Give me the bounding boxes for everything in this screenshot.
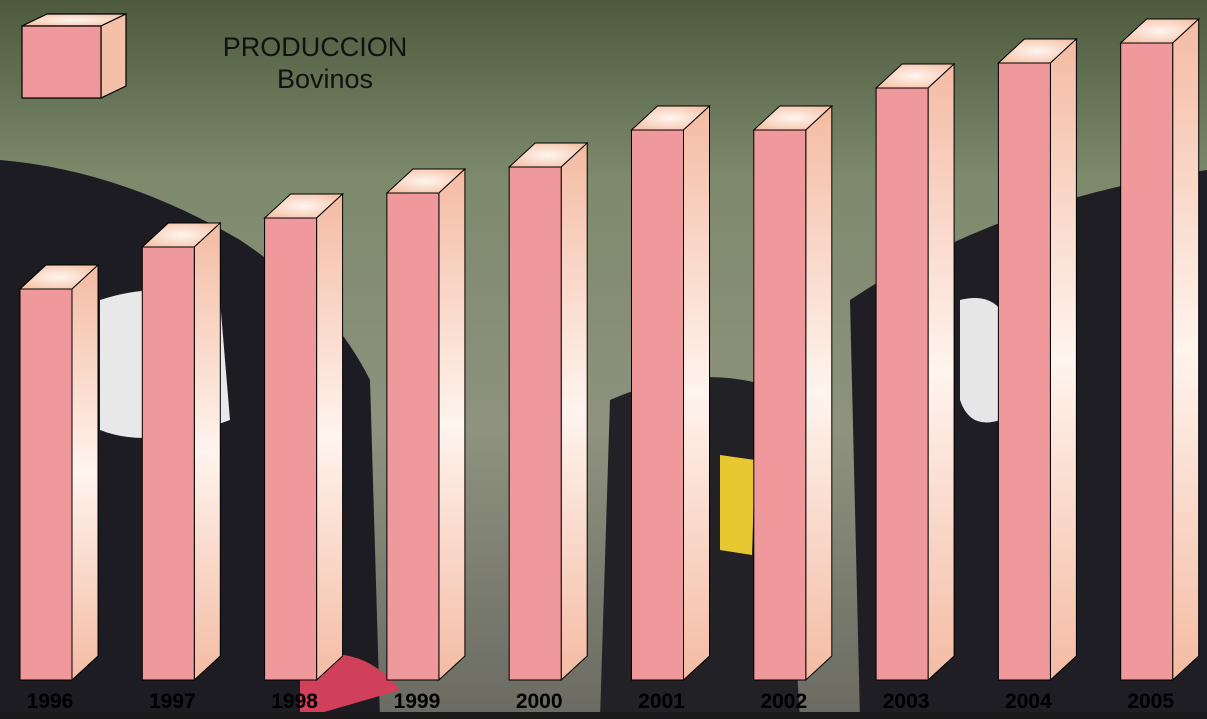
bar-side (560, 141, 588, 682)
x-tick-label: 1997 (149, 690, 196, 713)
bar-side (683, 104, 710, 682)
x-tick-label: 2003 (883, 690, 930, 713)
bar (508, 166, 562, 681)
bar-side (316, 192, 344, 682)
x-tick-label: 2002 (760, 690, 807, 713)
bar (264, 217, 318, 681)
bar-side (71, 263, 99, 682)
legend-title: PRODUCCION (223, 32, 408, 62)
bar-side (1049, 37, 1077, 682)
x-tick-label: 2000 (516, 690, 563, 713)
x-tick-label: 2004 (1005, 690, 1052, 713)
bar-side (927, 62, 955, 682)
bar-side (193, 221, 221, 682)
x-tick-label: 1996 (27, 690, 74, 713)
legend: PRODUCCION Bovinos (21, 13, 408, 99)
x-tick-label: 2005 (1127, 690, 1174, 713)
x-tick-label: 1999 (394, 690, 441, 713)
bar (1120, 42, 1174, 681)
x-tick-label: 2001 (638, 690, 685, 713)
bar-side (438, 167, 466, 682)
bar-side (805, 104, 833, 682)
x-tick-label: 1998 (271, 690, 318, 713)
bar (386, 192, 440, 681)
bar (19, 288, 73, 681)
bar (631, 129, 684, 681)
bar-side (1172, 17, 1200, 682)
legend-label: Bovinos (277, 64, 373, 94)
bar (997, 62, 1051, 681)
bar (875, 87, 929, 681)
bar (141, 246, 195, 681)
bar (753, 129, 807, 681)
